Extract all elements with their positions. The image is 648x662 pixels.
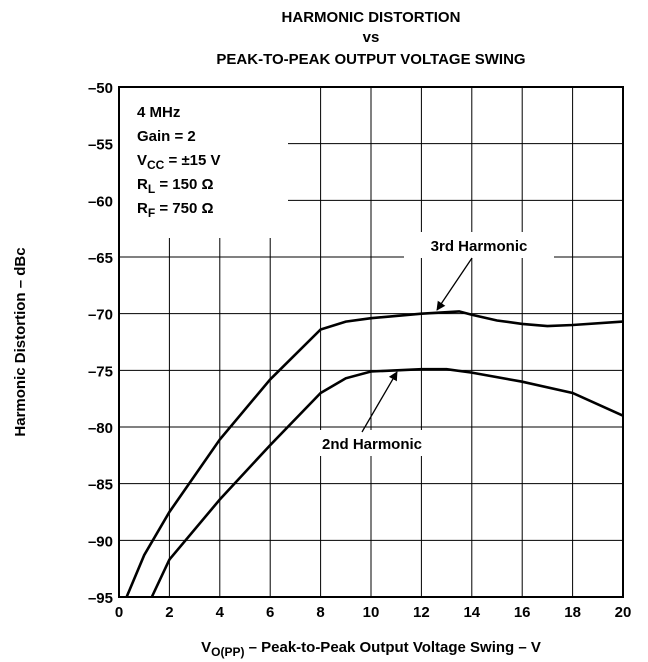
condition-sub: CC	[147, 158, 165, 172]
chart-title: HARMONIC DISTORTION	[282, 9, 461, 26]
y-tick-label: –55	[88, 137, 113, 154]
plot-frame	[118, 86, 624, 598]
x-tick-label: 4	[216, 604, 225, 621]
condition-main: V	[137, 152, 147, 169]
y-tick-label: –95	[88, 590, 113, 607]
y-tick-label: –65	[88, 250, 113, 267]
x-tick-label: 2	[165, 604, 173, 621]
condition: Gain = 2	[137, 128, 196, 145]
condition: RL = 150 Ω	[137, 176, 214, 196]
annotation: 2nd Harmonic	[322, 436, 422, 453]
x-label-main: V	[201, 639, 211, 656]
y-tick-label: –85	[88, 477, 113, 494]
condition-rest: = ±15 V	[164, 152, 220, 169]
condition: RF = 750 Ω	[137, 200, 214, 220]
series-line	[125, 310, 624, 598]
chart-title: vs	[363, 29, 380, 46]
x-tick-label: 14	[463, 604, 480, 621]
conditions-box	[120, 88, 288, 238]
x-tick-label: 16	[514, 604, 531, 621]
condition-main: Gain = 2	[137, 128, 196, 145]
condition-rest: = 750 Ω	[155, 200, 213, 217]
condition: VCC = ±15 V	[137, 152, 221, 172]
x-tick-label: 10	[363, 604, 380, 621]
x-axis-label: VO(PP) – Peak-to-Peak Output Voltage Swi…	[201, 639, 541, 659]
series-line	[150, 367, 624, 598]
y-tick-label: –90	[88, 533, 113, 550]
y-tick-label: –50	[88, 80, 113, 97]
annotation-bg	[298, 430, 448, 456]
x-tick-label: 18	[564, 604, 581, 621]
y-axis-label: Harmonic Distortion – dBc	[12, 247, 29, 436]
arrow	[436, 257, 473, 311]
condition-sub: L	[148, 182, 155, 196]
condition-sub: F	[148, 206, 155, 220]
chart-title: PEAK-TO-PEAK OUTPUT VOLTAGE SWING	[216, 51, 525, 68]
annotation-bg	[404, 232, 554, 258]
annotation: 3rd Harmonic	[431, 238, 528, 255]
x-tick-label: 0	[115, 604, 123, 621]
x-tick-label: 6	[266, 604, 274, 621]
x-label-rest: – Peak-to-Peak Output Voltage Swing – V	[244, 639, 540, 656]
x-tick-label: 12	[413, 604, 430, 621]
condition-main: R	[137, 200, 148, 217]
x-label-sub: O(PP)	[211, 645, 244, 659]
x-tick-label: 20	[615, 604, 632, 621]
arrow	[361, 371, 398, 433]
y-tick-label: –80	[88, 420, 113, 437]
y-tick-label: –75	[88, 363, 113, 380]
condition-main: 4 MHz	[137, 104, 180, 121]
condition-rest: = 150 Ω	[155, 176, 213, 193]
y-tick-label: –70	[88, 307, 113, 324]
y-tick-label: –60	[88, 193, 113, 210]
condition: 4 MHz	[137, 104, 180, 121]
condition-main: R	[137, 176, 148, 193]
x-tick-label: 8	[316, 604, 324, 621]
